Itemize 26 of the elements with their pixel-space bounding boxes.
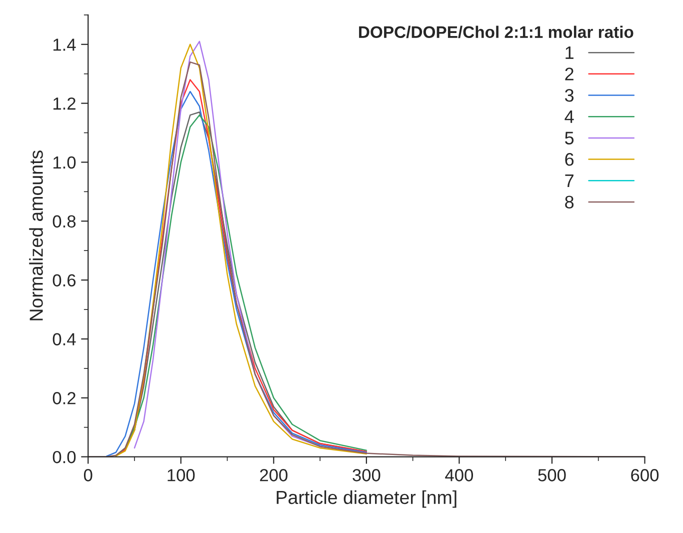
x-tick-label: 100 <box>168 469 195 482</box>
y-tick-label: 1.0 <box>53 156 76 169</box>
legend-label: 3 <box>564 88 574 102</box>
y-axis-title: Normalized amounts <box>29 150 43 320</box>
x-tick-label: 300 <box>352 469 380 482</box>
x-tick-label: 500 <box>538 469 566 482</box>
x-tick-label: 600 <box>631 469 659 482</box>
y-tick-label: 0.8 <box>52 215 76 228</box>
y-tick-label: 1.2 <box>53 97 76 110</box>
x-tick-label: 0 <box>84 469 92 482</box>
legend-label: 4 <box>564 110 574 123</box>
y-tick-label: 0.4 <box>52 333 76 346</box>
legend-label: 7 <box>565 174 574 187</box>
legend-title: DOPC/DOPE/Chol 2:1:1 molar ratio <box>359 26 634 38</box>
x-axis-title: Particle diameter [nm] <box>276 490 456 508</box>
y-tick-label: 0.6 <box>52 274 76 286</box>
x-tick-label: 400 <box>445 469 474 482</box>
legend-label: 5 <box>565 132 574 144</box>
y-tick-label: 0.2 <box>52 392 76 404</box>
legend-label: 1 <box>566 46 574 59</box>
x-tick-label: 200 <box>260 469 288 482</box>
legend-label: 6 <box>565 153 574 166</box>
legend-label: 8 <box>565 196 574 208</box>
legend-label: 2 <box>565 68 574 80</box>
y-tick-label: 0.0 <box>52 450 76 464</box>
y-tick-label: 1.4 <box>53 38 76 51</box>
